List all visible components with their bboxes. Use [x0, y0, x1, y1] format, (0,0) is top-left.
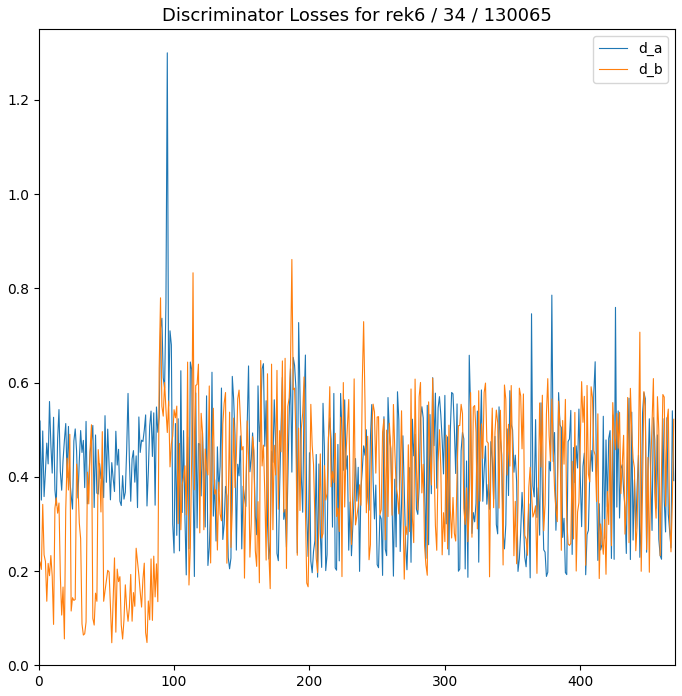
d_a — [162, 299, 170, 308]
d_a — [541, 548, 549, 556]
d_a — [127, 497, 135, 505]
Line: d_b: d_b — [39, 260, 674, 642]
d_a — [526, 574, 534, 582]
d_a — [670, 477, 678, 485]
d_a — [35, 425, 43, 434]
Line: d_a: d_a — [39, 53, 674, 578]
d_b — [541, 500, 549, 509]
d_b — [288, 255, 296, 264]
d_b — [277, 448, 285, 456]
d_b — [35, 566, 43, 574]
d_b — [128, 617, 136, 626]
d_b — [108, 638, 116, 647]
d_b — [670, 415, 678, 423]
d_b — [64, 486, 72, 494]
Title: Discriminator Losses for rek6 / 34 / 130065: Discriminator Losses for rek6 / 34 / 130… — [162, 7, 552, 25]
d_a — [395, 416, 403, 425]
d_b — [396, 472, 404, 480]
d_b — [163, 428, 171, 436]
d_a — [163, 49, 171, 57]
d_a — [277, 425, 285, 433]
d_a — [64, 422, 72, 431]
Legend: d_a, d_b: d_a, d_b — [593, 36, 668, 83]
